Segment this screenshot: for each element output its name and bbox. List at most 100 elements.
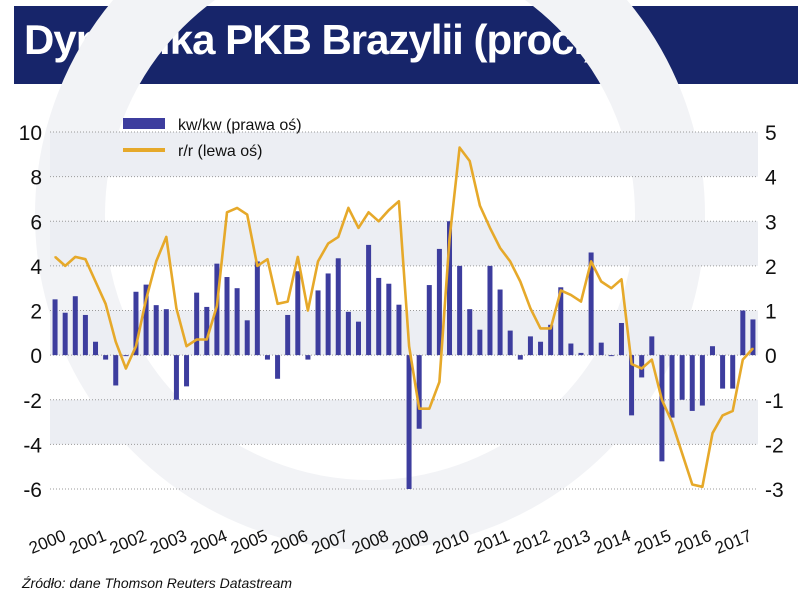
- left-tick-label: -4: [23, 434, 42, 457]
- left-tick-label: 4: [30, 256, 42, 279]
- line-point: [519, 280, 522, 283]
- bar: [720, 355, 726, 389]
- bar: [578, 352, 584, 356]
- bar: [457, 265, 463, 356]
- bar: [396, 304, 402, 356]
- line-point: [610, 287, 613, 289]
- bar: [659, 355, 665, 462]
- bar: [184, 355, 190, 387]
- left-tick-label: 10: [19, 122, 42, 145]
- bar: [153, 305, 159, 356]
- bar: [244, 320, 250, 356]
- x-tick-label: 2001: [67, 526, 109, 558]
- right-tick-label: 3: [765, 211, 777, 234]
- line-point: [185, 345, 188, 348]
- bar: [618, 322, 624, 356]
- bar: [62, 312, 68, 356]
- line-point: [721, 414, 724, 417]
- bar: [355, 321, 361, 356]
- bar: [325, 273, 331, 356]
- line-point: [54, 256, 56, 258]
- line-point: [458, 146, 461, 149]
- line-point: [539, 327, 542, 330]
- x-tick-label: 2000: [26, 526, 68, 558]
- bar: [386, 283, 392, 356]
- bar: [52, 299, 58, 356]
- bar: [558, 287, 564, 356]
- bar: [173, 355, 179, 400]
- line-point: [347, 207, 350, 209]
- bar: [447, 221, 453, 356]
- line-point: [246, 213, 249, 216]
- line-point: [337, 236, 340, 238]
- left-tick-label: -2: [23, 390, 42, 413]
- line-point: [549, 327, 552, 330]
- bar: [649, 336, 655, 356]
- line-point: [681, 452, 683, 455]
- bar: [689, 355, 695, 411]
- bar: [345, 311, 351, 356]
- line-point: [307, 309, 309, 312]
- line-point: [438, 381, 441, 383]
- right-tick-label: -2: [765, 434, 784, 457]
- line-point: [216, 305, 218, 307]
- line-point: [499, 247, 501, 249]
- x-tick-label: 2016: [672, 526, 714, 558]
- bar: [82, 314, 88, 356]
- right-tick-label: -3: [765, 479, 784, 502]
- watermark: [35, 0, 705, 550]
- bar: [426, 285, 432, 356]
- line-path: [54, 146, 754, 489]
- line-point: [701, 485, 704, 488]
- bar: [335, 258, 341, 356]
- line-point: [266, 258, 269, 260]
- line-point: [64, 265, 66, 267]
- bar: [568, 343, 574, 356]
- line-point: [377, 220, 380, 223]
- line-point: [661, 398, 663, 401]
- line-point: [529, 307, 532, 310]
- bar: [315, 290, 321, 356]
- right-tick-label: 1: [765, 301, 777, 324]
- bar: [264, 355, 270, 360]
- line-point: [398, 200, 400, 202]
- legend-label-line: r/r (lewa oś): [178, 143, 262, 160]
- legend-swatch-bars: [123, 118, 165, 129]
- left-axis-ticks: 10 8 6 4 2 0 -2 -4 -6: [19, 122, 43, 502]
- bar: [285, 314, 291, 356]
- x-tick-label: 2013: [551, 526, 593, 558]
- bar: [497, 289, 503, 356]
- line-point: [388, 209, 390, 211]
- bar: [598, 342, 604, 356]
- line-point: [408, 345, 410, 348]
- bar: [113, 355, 119, 386]
- bar: [487, 265, 493, 356]
- line-point: [742, 358, 744, 361]
- bar: [699, 355, 705, 406]
- line-point: [640, 367, 643, 370]
- bar: [416, 355, 422, 429]
- bar: [709, 346, 715, 356]
- bar: [224, 277, 230, 356]
- line-point: [205, 338, 208, 341]
- bar: [548, 324, 554, 356]
- bar: [527, 336, 533, 356]
- x-tick-label: 2015: [632, 526, 674, 558]
- line-point: [297, 256, 299, 258]
- source-note: Źródło: dane Thomson Reuters Datastream: [22, 575, 293, 591]
- bar: [608, 355, 614, 357]
- line-point: [165, 236, 168, 238]
- line-point: [509, 260, 512, 263]
- bar: [436, 248, 442, 356]
- line-point: [418, 407, 420, 410]
- bar: [254, 261, 260, 356]
- line-point: [175, 307, 178, 310]
- bar: [366, 244, 372, 356]
- bar: [305, 355, 311, 360]
- left-tick-label: 6: [30, 211, 42, 234]
- line-point: [468, 160, 471, 162]
- bar: [730, 355, 736, 389]
- right-tick-label: 0: [765, 345, 777, 368]
- left-tick-label: -6: [23, 479, 42, 502]
